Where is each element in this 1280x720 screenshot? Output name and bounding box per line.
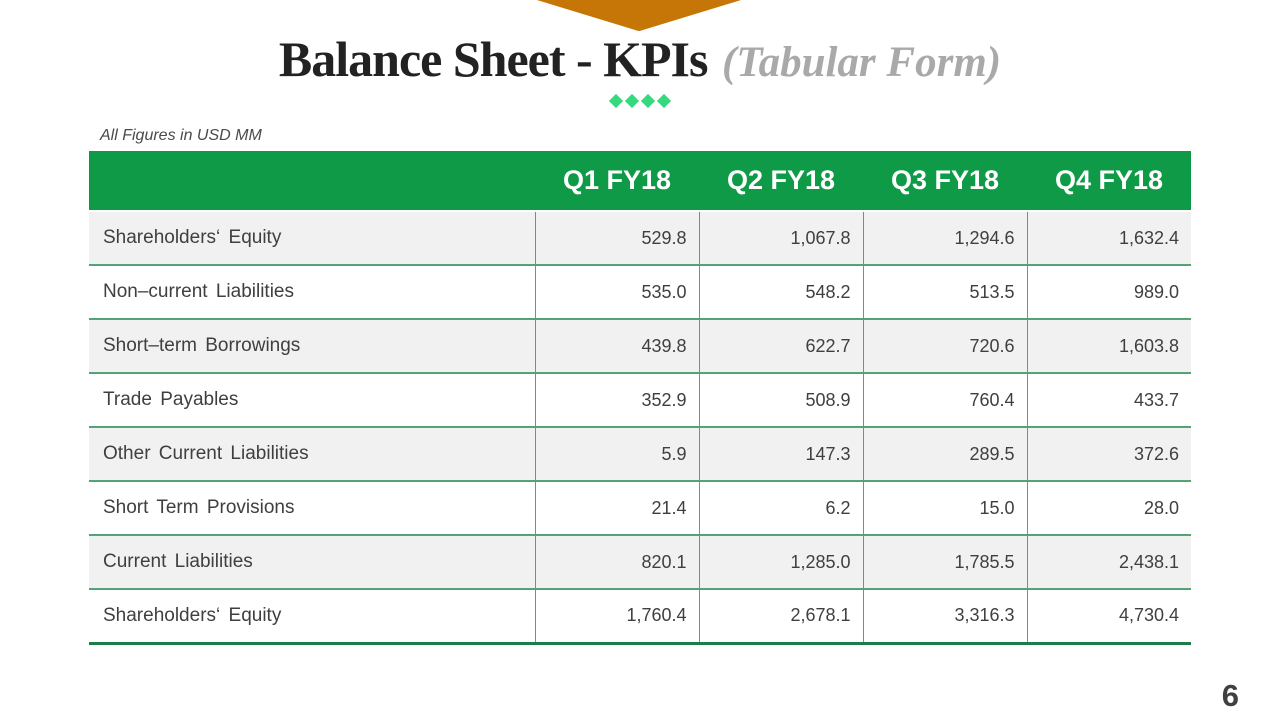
- subtitle-text: (Tabular Form): [721, 39, 1002, 86]
- row-value: 5.9: [534, 426, 699, 481]
- diamond-icon: [624, 93, 640, 109]
- chevron-down-icon: [483, 0, 795, 34]
- row-label: Other Current Liabilities: [89, 426, 535, 481]
- table-row: Short Term Provisions 21.4 6.2 15.0 28.0: [89, 480, 1191, 535]
- page-title: Balance Sheet - KPIs (Tabular Form): [0, 30, 1280, 88]
- header-q1: Q1 FY18: [535, 151, 699, 211]
- header-q3: Q3 FY18: [863, 151, 1027, 211]
- row-value: 147.3: [698, 426, 863, 481]
- title-text: Balance Sheet - KPIs: [278, 31, 709, 87]
- table-header-row: Q1 FY18 Q2 FY18 Q3 FY18 Q4 FY18: [89, 151, 1191, 211]
- row-label: Shareholders‘ Equity: [89, 588, 535, 643]
- row-value: 1,632.4: [1026, 210, 1191, 265]
- table-row: Trade Payables 352.9 508.9 760.4 433.7: [89, 372, 1191, 427]
- row-value: 989.0: [1026, 264, 1191, 319]
- row-value: 1,285.0: [698, 534, 863, 589]
- row-value: 3,316.3: [862, 588, 1027, 643]
- row-value: 548.2: [698, 264, 863, 319]
- diamond-icon: [640, 93, 656, 109]
- row-value: 622.7: [698, 318, 863, 373]
- table-row: Short–term Borrowings 439.8 622.7 720.6 …: [89, 318, 1191, 373]
- row-label: Non–current Liabilities: [89, 264, 535, 319]
- diamond-icon: [608, 93, 624, 109]
- row-value: 15.0: [862, 480, 1027, 535]
- table-row: Non–current Liabilities 535.0 548.2 513.…: [89, 264, 1191, 319]
- table-row: Other Current Liabilities 5.9 147.3 289.…: [89, 426, 1191, 481]
- row-label: Short–term Borrowings: [89, 318, 535, 373]
- row-value: 820.1: [534, 534, 699, 589]
- row-value: 372.6: [1026, 426, 1191, 481]
- table-row: Current Liabilities 820.1 1,285.0 1,785.…: [89, 534, 1191, 589]
- page-number: 6: [1221, 678, 1239, 713]
- row-label: Trade Payables: [89, 372, 535, 427]
- row-value: 1,294.6: [862, 210, 1027, 265]
- row-value: 1,760.4: [534, 588, 699, 643]
- header-q4: Q4 FY18: [1027, 151, 1191, 211]
- row-value: 508.9: [698, 372, 863, 427]
- row-value: 760.4: [862, 372, 1027, 427]
- row-value: 4,730.4: [1026, 588, 1191, 643]
- row-label: Short Term Provisions: [89, 480, 535, 535]
- row-value: 289.5: [862, 426, 1027, 481]
- row-value: 529.8: [534, 210, 699, 265]
- row-label: Shareholders‘ Equity: [89, 210, 535, 265]
- row-value: 513.5: [862, 264, 1027, 319]
- row-value: 1,067.8: [698, 210, 863, 265]
- table-row: Shareholders‘ Equity 1,760.4 2,678.1 3,3…: [89, 588, 1191, 643]
- row-value: 433.7: [1026, 372, 1191, 427]
- row-value: 720.6: [862, 318, 1027, 373]
- row-value: 6.2: [698, 480, 863, 535]
- row-value: 21.4: [534, 480, 699, 535]
- table-row: Shareholders‘ Equity 529.8 1,067.8 1,294…: [89, 210, 1191, 265]
- row-value: 535.0: [534, 264, 699, 319]
- units-note: All Figures in USD MM: [100, 127, 262, 144]
- diamond-icon: [656, 93, 672, 109]
- row-value: 2,438.1: [1026, 534, 1191, 589]
- row-value: 2,678.1: [698, 588, 863, 643]
- row-label: Current Liabilities: [89, 534, 535, 589]
- row-value: 352.9: [534, 372, 699, 427]
- row-value: 439.8: [534, 318, 699, 373]
- header-empty-cell: [89, 151, 535, 211]
- title-diamond-divider: [0, 93, 1280, 109]
- row-value: 1,785.5: [862, 534, 1027, 589]
- row-value: 1,603.8: [1026, 318, 1191, 373]
- balance-sheet-table: Q1 FY18 Q2 FY18 Q3 FY18 Q4 FY18 Sharehol…: [89, 151, 1191, 645]
- row-value: 28.0: [1026, 480, 1191, 535]
- header-q2: Q2 FY18: [699, 151, 863, 211]
